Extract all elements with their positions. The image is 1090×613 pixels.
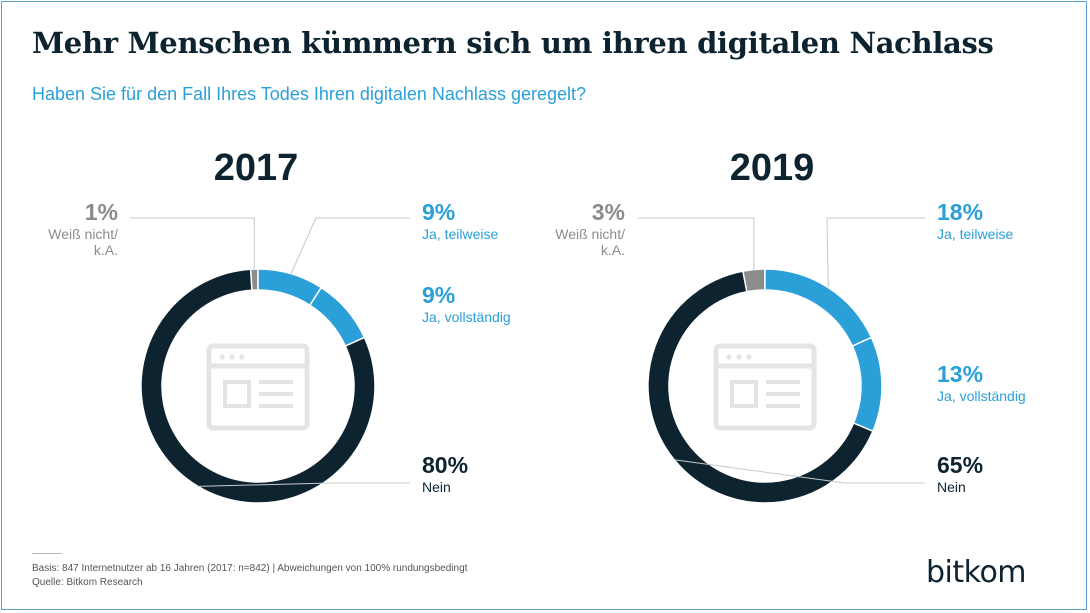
browser-window-icon: [713, 343, 817, 431]
donut-slice-0-1: [257, 268, 323, 307]
slice-value-label-1-1: 18%: [937, 199, 983, 225]
slice-name-label-1-0: Weiß nicht/: [555, 226, 625, 242]
browser-window-icon-dot: [726, 354, 732, 360]
browser-window-icon-dot: [219, 354, 225, 360]
browser-window-icon-dot: [736, 354, 742, 360]
browser-window-icon-dot: [239, 354, 245, 360]
page-subtitle: Haben Sie für den Fall Ihres Todes Ihren…: [32, 84, 587, 104]
bitkom-logo: bitkom: [926, 555, 1027, 590]
slice-value-label-0-3: 80%: [422, 452, 468, 478]
browser-window-icon-dot: [746, 354, 752, 360]
slice-value-label-0-0: 1%: [85, 199, 118, 225]
slice-value-label-0-1: 9%: [422, 199, 455, 225]
slice-name-label-0-0: Weiß nicht/: [48, 226, 118, 242]
slice-name-label-1-0: k.A.: [601, 242, 625, 258]
slice-value-label-1-0: 3%: [592, 199, 625, 225]
slice-name-label-0-2: Ja, vollständig: [422, 309, 511, 325]
browser-window-icon-box: [730, 380, 758, 408]
donut-slice-0-3: [140, 268, 376, 504]
donut-slice-1-3: [647, 270, 874, 504]
donut-slice-1-2: [851, 336, 883, 433]
slice-name-label-1-2: Ja, vollständig: [937, 388, 1026, 404]
browser-window-icon-dot: [229, 354, 235, 360]
leader-line-0-1: [290, 217, 410, 274]
leader-line-1-1: [826, 217, 925, 288]
browser-window-icon-box: [223, 380, 251, 408]
footer-source: Quelle: Bitkom Research: [32, 577, 143, 588]
chart-title-0: 2017: [214, 147, 299, 189]
donut-slice-0-2: [308, 286, 366, 348]
slice-name-label-1-3: Nein: [937, 479, 966, 495]
slice-name-label-0-3: Nein: [422, 479, 451, 495]
page-title: Mehr Menschen kümmern sich um ihren digi…: [32, 26, 994, 60]
slice-name-label-1-1: Ja, teilweise: [937, 226, 1013, 242]
leader-line-0-3: [197, 482, 410, 487]
leader-line-1-0: [638, 217, 755, 270]
leader-line-1-3: [674, 459, 925, 484]
slice-name-label-0-0: k.A.: [94, 242, 118, 258]
slice-value-label-1-3: 65%: [937, 452, 983, 478]
slice-value-label-1-2: 13%: [937, 361, 983, 387]
footer-basis: Basis: 847 Internetnutzer ab 16 Jahren (…: [32, 563, 468, 574]
leader-line-0-0: [130, 217, 255, 270]
slice-name-label-0-1: Ja, teilweise: [422, 226, 498, 242]
browser-window-icon: [206, 343, 310, 431]
chart-title-1: 2019: [730, 147, 815, 189]
footer-divider: [32, 553, 62, 554]
donut-slice-1-1: [764, 268, 873, 348]
slice-value-label-0-2: 9%: [422, 282, 455, 308]
